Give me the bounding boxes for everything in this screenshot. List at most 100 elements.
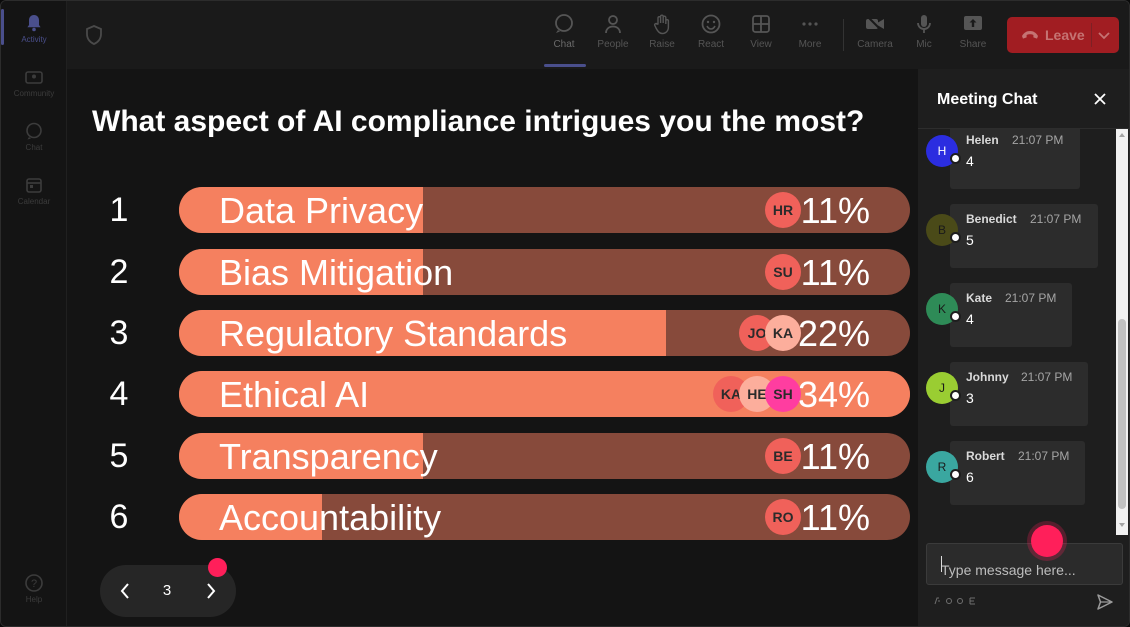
toolbar-button-label: React [697, 39, 725, 50]
react-icon [701, 14, 721, 34]
result-bar: Data Privacy 11% HR [179, 187, 910, 233]
scroll-down-icon[interactable] [1118, 521, 1126, 529]
community-icon [25, 71, 43, 84]
people-icon [605, 15, 621, 34]
leave-button[interactable]: Leave [1007, 17, 1119, 53]
toolbar-button-label: More [798, 39, 822, 50]
format-toolbar-icon[interactable] [934, 597, 978, 605]
rail-item-community[interactable]: Community [1, 67, 67, 98]
svg-text:?: ? [31, 578, 37, 590]
option-percentage: 11% [800, 190, 870, 231]
chevron-down-icon[interactable] [1097, 29, 1111, 41]
message-bubble: Helen 21:07 PM 4 [950, 129, 1080, 189]
toolbar-raise-button[interactable]: Raise [637, 13, 687, 50]
poll-question: What aspect of AI compliance intrigues y… [92, 105, 865, 138]
rail-item-label: Chat [25, 143, 43, 152]
result-bar-fill [179, 433, 423, 479]
voter-avatar[interactable]: BE [765, 438, 801, 474]
camera-off-icon [866, 15, 884, 33]
option-number: 1 [109, 191, 129, 229]
chevron-right-icon[interactable] [202, 581, 220, 601]
message-bubble: Johnny 21:07 PM 3 [950, 362, 1088, 426]
page-number: 3 [162, 582, 172, 599]
message-timestamp: 21:07 PM [1012, 133, 1064, 147]
toolbar-button-label: Raise [649, 39, 675, 50]
rail-item-label: Calendar [17, 197, 51, 206]
poll-stage: What aspect of AI compliance intrigues y… [67, 69, 918, 626]
leave-divider [1091, 23, 1092, 47]
help-icon: ? [25, 574, 43, 592]
result-bar: Regulatory Standards 22% JO KA [179, 310, 910, 356]
message-text: 5 [966, 232, 974, 248]
toolbar-more-button[interactable]: More [785, 13, 835, 50]
toolbar-button-label: People [597, 39, 629, 50]
voter-avatar[interactable]: SH [765, 376, 801, 412]
message-text: 4 [966, 311, 974, 327]
toolbar-people-button[interactable]: People [588, 13, 638, 50]
chat-message: Johnny 21:07 PM 3 J [918, 362, 1114, 428]
grid-view-icon [752, 15, 770, 33]
option-label: Transparency [219, 436, 438, 477]
chat-message-list[interactable]: Helen 21:07 PM 4 H Benedict 21:07 PM 5 B Kate 21:… [918, 129, 1114, 539]
close-icon[interactable] [1092, 91, 1108, 107]
leave-label: Leave [1045, 27, 1085, 43]
cursor-indicator-dot [1031, 525, 1063, 557]
voter-avatar[interactable]: SU [765, 254, 801, 290]
more-icon [802, 22, 818, 26]
toolbar-share-button[interactable]: Share [948, 13, 998, 50]
message-text: 6 [966, 469, 974, 485]
poll-option-row: 5 Transparency 11% BE [67, 433, 918, 479]
toolbar-chat-button[interactable]: Chat [539, 13, 589, 50]
message-timestamp: 21:07 PM [1018, 449, 1070, 463]
shield-icon[interactable] [85, 25, 103, 45]
chat-message: Kate 21:07 PM 4 K [918, 283, 1114, 349]
send-icon[interactable] [1096, 593, 1114, 611]
message-timestamp: 21:07 PM [1021, 370, 1073, 384]
rail-item-chat[interactable]: Chat [1, 121, 67, 152]
result-bar: Bias Mitigation 11% SU [179, 249, 910, 295]
result-bar-fill [179, 187, 423, 233]
sender-name: Johnny [966, 370, 1009, 384]
scroll-up-icon[interactable] [1118, 131, 1126, 139]
option-number: 2 [109, 253, 129, 291]
sender-avatar[interactable]: J [926, 372, 958, 404]
toolbar-button-label: Camera [857, 39, 893, 50]
chat-message-input[interactable] [926, 543, 1123, 585]
chevron-left-icon[interactable] [116, 581, 134, 601]
toolbar-react-button[interactable]: React [686, 13, 736, 50]
toolbar-divider [843, 19, 844, 51]
voter-avatar[interactable]: HR [765, 192, 801, 228]
result-bar-fill [179, 249, 423, 295]
formatting-icons[interactable] [934, 597, 978, 607]
presence-dot [950, 390, 961, 401]
rail-item-help[interactable]: ? Help [1, 573, 67, 604]
option-percentage: 11% [800, 252, 870, 293]
option-label: Accountability [219, 497, 442, 538]
option-label: Data Privacy [219, 190, 424, 231]
toolbar-button-label: Chat [553, 39, 575, 50]
chat-message: Helen 21:07 PM 4 H [918, 129, 1114, 191]
rail-item-activity[interactable]: Activity [1, 13, 67, 44]
toolbar-view-button[interactable]: View [736, 13, 786, 50]
presence-dot [950, 232, 961, 243]
result-bar: Transparency 11% BE [179, 433, 910, 479]
option-number: 4 [109, 375, 129, 413]
mic-icon [917, 15, 931, 33]
voter-avatar[interactable]: RO [765, 499, 801, 535]
toolbar-button-label: Share [959, 39, 987, 50]
rail-item-label: Activity [21, 35, 47, 44]
voter-avatar[interactable]: KA [765, 315, 801, 351]
toolbar-camera-button[interactable]: Camera [850, 13, 900, 50]
chat-icon [26, 122, 42, 140]
rail-item-calendar[interactable]: Calendar [1, 175, 67, 206]
toolbar-mic-button[interactable]: Mic [899, 13, 949, 50]
option-percentage: 22% [797, 313, 870, 354]
share-icon [964, 16, 982, 30]
message-bubble: Kate 21:07 PM 4 [950, 283, 1072, 347]
chat-scrollbar-thumb[interactable] [1118, 319, 1126, 509]
poll-option-row: 4 Ethical AI 34% KA HE SH [67, 371, 918, 417]
message-timestamp: 21:07 PM [1005, 291, 1057, 305]
toolbar-button-label: Mic [916, 39, 932, 50]
poll-option-row: 1 Data Privacy 11% HR [67, 187, 918, 233]
sender-name: Helen [966, 133, 999, 147]
